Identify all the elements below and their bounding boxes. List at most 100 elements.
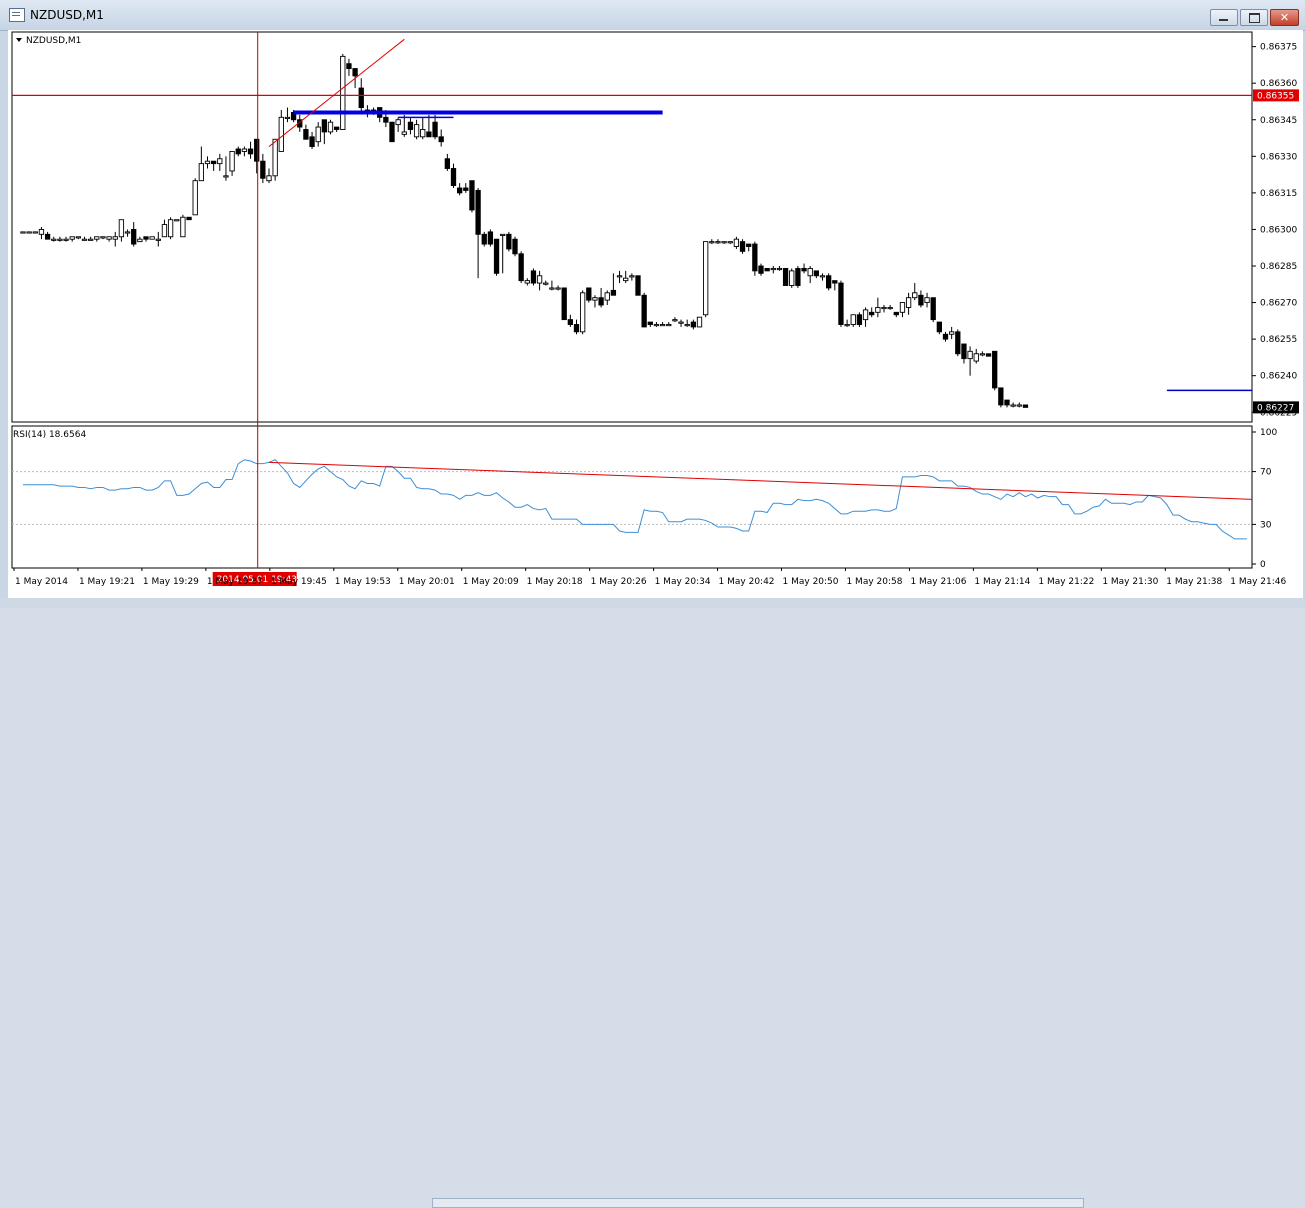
price-axis-label: 0.86330	[1260, 152, 1297, 162]
title-bar[interactable]: NZDUSD,M1 ✕	[0, 0, 1305, 31]
time-axis-label: 1 May 21:30	[1102, 577, 1158, 587]
time-axis-label: 1 May 19:53	[335, 577, 391, 587]
time-axis-label: 1 May 2014	[15, 577, 68, 587]
price-axis-label: 0.86270	[1260, 299, 1297, 309]
candle-body	[137, 238, 143, 243]
candle-body	[389, 121, 395, 143]
candle-body	[789, 270, 795, 286]
candle-body	[530, 270, 537, 284]
level-price-tag	[1253, 89, 1299, 102]
candle-body	[198, 163, 204, 182]
candle-body	[518, 253, 524, 282]
candle-body	[1022, 404, 1029, 408]
price-axis-label: 0.86225	[1260, 408, 1297, 418]
candle-body	[487, 231, 494, 245]
time-axis-label: 1 May 21:46	[1230, 577, 1286, 587]
candle-body	[87, 238, 94, 241]
candle-body	[118, 219, 125, 238]
candle-body	[180, 216, 186, 238]
candle-body	[826, 275, 832, 289]
candle-body	[100, 236, 106, 239]
candle-body	[32, 231, 38, 234]
candle-body	[985, 353, 992, 357]
candle-body	[653, 324, 660, 327]
candle-body	[51, 238, 57, 241]
rsi-axis-label: 70	[1260, 468, 1272, 478]
chart-area[interactable]: 2014.05.01 19:43 0.86355 0.86227 0.86375 0.…	[8, 30, 1303, 598]
candle-body	[782, 267, 789, 286]
time-axis-label: 1 May 21:22	[1038, 577, 1094, 587]
candle-body	[38, 228, 45, 235]
candle-body	[770, 267, 776, 271]
candle-body	[696, 316, 703, 328]
candle-body	[862, 309, 869, 321]
candle-body	[69, 236, 75, 240]
candle-body	[813, 270, 820, 277]
candle-body	[321, 119, 327, 133]
candle-body	[426, 131, 432, 138]
candle-body	[856, 314, 863, 325]
candle-body	[149, 236, 155, 240]
candle-body	[334, 126, 340, 130]
candle-body	[247, 148, 254, 155]
candle-body	[210, 160, 217, 165]
candle-body	[303, 129, 309, 140]
candle-body	[659, 324, 666, 327]
candle-body	[881, 306, 887, 310]
candle-body	[869, 311, 875, 316]
candle-body	[463, 187, 469, 191]
chart-labels: NZDUSD,M1 RSI(14) 18.6564	[13, 36, 86, 440]
candle-body	[623, 277, 629, 282]
candle-body	[260, 160, 266, 179]
candle-body	[161, 224, 168, 238]
time-axis-label: 1 May 20:42	[719, 577, 775, 587]
candle-body	[124, 231, 131, 234]
candle-body	[666, 324, 672, 327]
candle-body	[807, 267, 813, 277]
candle-body	[401, 131, 407, 135]
candle-body	[930, 297, 936, 321]
candle-body	[549, 287, 555, 290]
candle-body	[992, 350, 998, 389]
candle-body	[703, 241, 709, 316]
price-axis-label: 0.86240	[1260, 372, 1297, 382]
time-axis-label: 1 May 19:29	[143, 577, 199, 587]
candle-body	[942, 333, 949, 340]
candle-body	[186, 216, 192, 221]
minimize-icon	[1219, 19, 1228, 21]
time-axis-label: 1 May 20:34	[655, 577, 711, 587]
symbol-label: NZDUSD,M1	[26, 36, 81, 46]
candle-body	[407, 121, 414, 130]
close-button[interactable]: ✕	[1270, 9, 1299, 26]
rsi-axis-label: 100	[1260, 428, 1277, 438]
price-axis-label: 0.86345	[1260, 116, 1297, 126]
candle-body	[155, 238, 161, 241]
candle-body	[450, 168, 457, 187]
candle-body	[493, 238, 500, 274]
price-pane-frame	[11, 31, 1253, 423]
maximize-button[interactable]	[1240, 9, 1268, 26]
axes: 0.86375 0.86360 0.86345 0.86330 0.86315 0.863…	[13, 43, 1297, 587]
candle-body	[899, 302, 906, 313]
candle-body	[413, 124, 420, 138]
candle-body	[315, 126, 321, 143]
candle-body	[192, 180, 198, 216]
price-axis-label: 0.86300	[1260, 225, 1297, 235]
minimize-button[interactable]	[1210, 9, 1238, 26]
candle-body	[580, 292, 586, 333]
candle-body	[629, 275, 635, 278]
minimized-window-tab[interactable]	[432, 1198, 1084, 1208]
candle-body	[764, 267, 770, 272]
candle-body	[266, 175, 272, 182]
rsi-line	[23, 459, 1247, 540]
candle-body	[500, 233, 506, 236]
candle-body	[1016, 404, 1022, 407]
candle-body	[352, 68, 358, 77]
candle-body	[616, 275, 623, 278]
candle-body	[555, 287, 561, 290]
candle-body	[235, 148, 241, 155]
candle-body	[536, 275, 543, 284]
chart-menu-arrow-icon[interactable]	[16, 38, 22, 42]
